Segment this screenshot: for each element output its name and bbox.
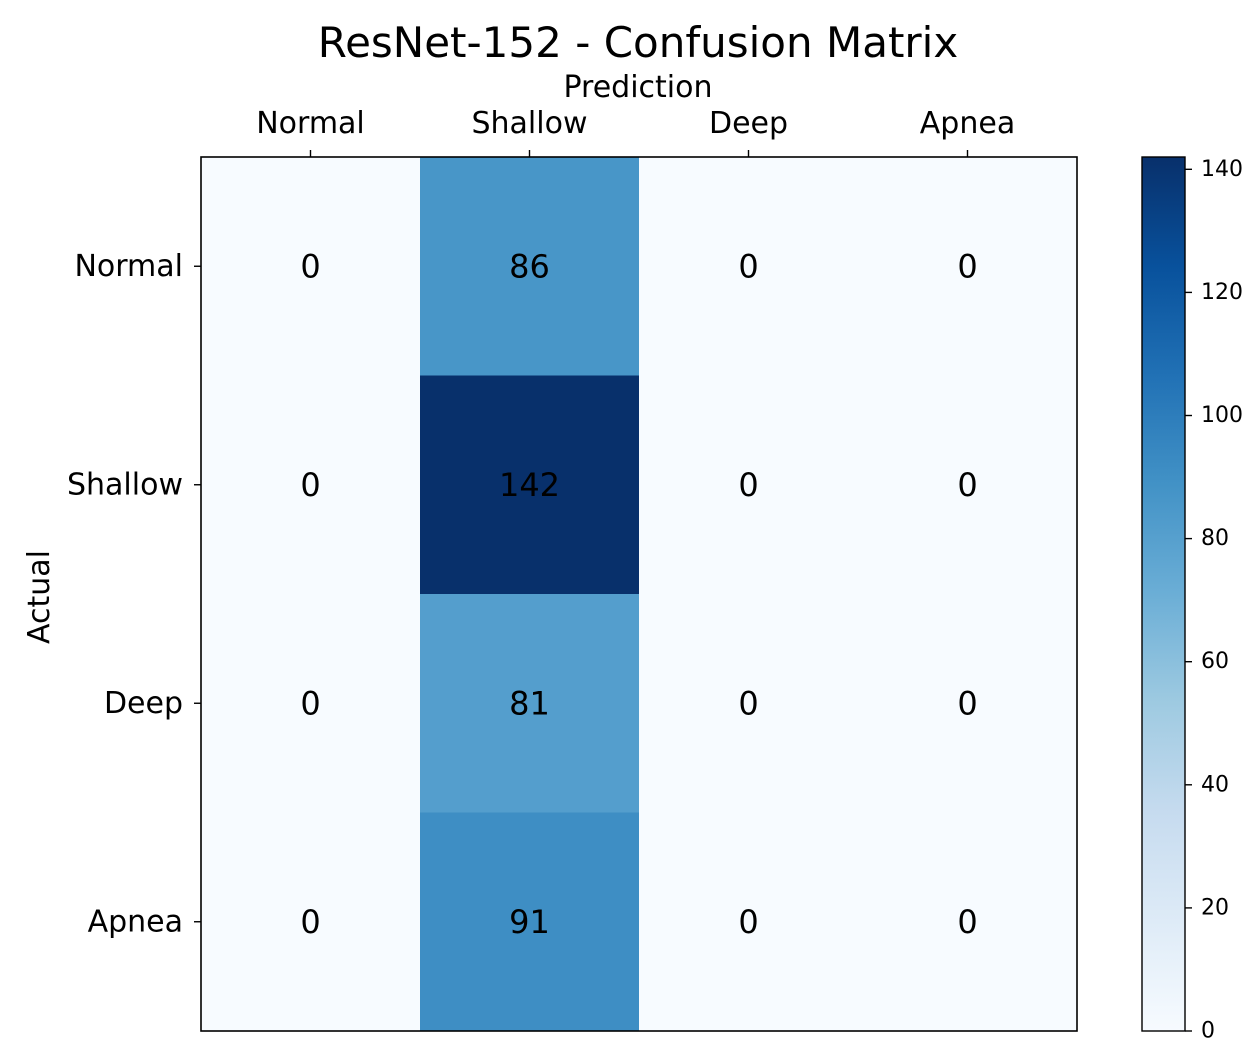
chart-title: ResNet-152 - Confusion Matrix xyxy=(318,18,958,67)
colorbar-tick-label: 60 xyxy=(1201,649,1229,674)
heatmap-cells xyxy=(201,157,1078,1032)
colorbar-tick-label: 140 xyxy=(1201,157,1243,182)
cell-value-label: 86 xyxy=(509,247,550,285)
cell-value-label: 0 xyxy=(957,247,977,285)
colorbar: 0 20 40 60 80 100 120 140 xyxy=(1141,156,1243,1044)
x-tick-label: Shallow xyxy=(471,106,587,141)
colorbar-tick-label: 80 xyxy=(1201,526,1229,551)
heatmap-cell xyxy=(201,594,421,813)
y-tick-label: Apnea xyxy=(88,904,183,939)
heatmap-cell xyxy=(201,375,421,595)
colorbar-tick-label: 100 xyxy=(1201,403,1243,428)
heatmap-cell xyxy=(420,375,640,595)
heatmap-cell xyxy=(420,812,640,1032)
cell-value-label: 0 xyxy=(957,684,977,722)
y-tick-label: Deep xyxy=(104,686,183,721)
heatmap-cell xyxy=(201,812,421,1032)
colorbar-tick-label: 120 xyxy=(1201,280,1243,305)
heatmap-cell xyxy=(639,375,859,595)
heatmap-cell xyxy=(858,375,1078,595)
plot-frame xyxy=(200,156,1078,1032)
cell-value-label: 0 xyxy=(738,247,758,285)
heatmap-cell xyxy=(201,157,421,376)
cell-value-label: 0 xyxy=(300,684,320,722)
cell-value-label: 0 xyxy=(738,684,758,722)
colorbar-tick-label: 40 xyxy=(1201,772,1229,797)
cell-value-label: 0 xyxy=(738,903,758,941)
colorbar-tick-label: 20 xyxy=(1201,895,1229,920)
heatmap-cell xyxy=(639,594,859,813)
colorbar-gradient xyxy=(1142,157,1185,1031)
y-axis-label: Actual xyxy=(22,550,57,644)
colorbar-tick-label: 0 xyxy=(1201,1019,1215,1044)
cell-value-label: 81 xyxy=(509,684,550,722)
heatmap-cell xyxy=(858,594,1078,813)
heatmap-cell xyxy=(639,812,859,1032)
cell-value-label: 91 xyxy=(509,903,550,941)
cell-value-labels: 0 86 0 0 0 142 0 0 0 81 0 0 0 91 0 0 xyxy=(300,247,977,941)
x-tick-label: Deep xyxy=(709,106,788,141)
cell-value-label: 0 xyxy=(300,903,320,941)
colorbar-frame xyxy=(1141,156,1186,1032)
heatmap-cell xyxy=(639,157,859,376)
cell-value-label: 0 xyxy=(738,466,758,504)
cell-value-label: 142 xyxy=(499,466,560,504)
cell-value-label: 0 xyxy=(300,466,320,504)
heatmap-cell xyxy=(858,157,1078,376)
heatmap-cell xyxy=(858,812,1078,1032)
x-tick-label: Apnea xyxy=(920,106,1015,141)
axes: Normal Shallow Deep Apnea Normal Shallow Deep A… xyxy=(67,106,1078,1032)
heatmap-cell xyxy=(420,594,640,813)
cell-value-label: 0 xyxy=(957,466,977,504)
x-tick-label: Normal xyxy=(256,106,365,141)
y-tick-label: Shallow xyxy=(67,467,183,502)
x-axis-label: Prediction xyxy=(563,70,712,105)
y-tick-label: Normal xyxy=(74,249,183,284)
cell-value-label: 0 xyxy=(300,247,320,285)
heatmap-cell xyxy=(420,157,640,376)
cell-value-label: 0 xyxy=(957,903,977,941)
